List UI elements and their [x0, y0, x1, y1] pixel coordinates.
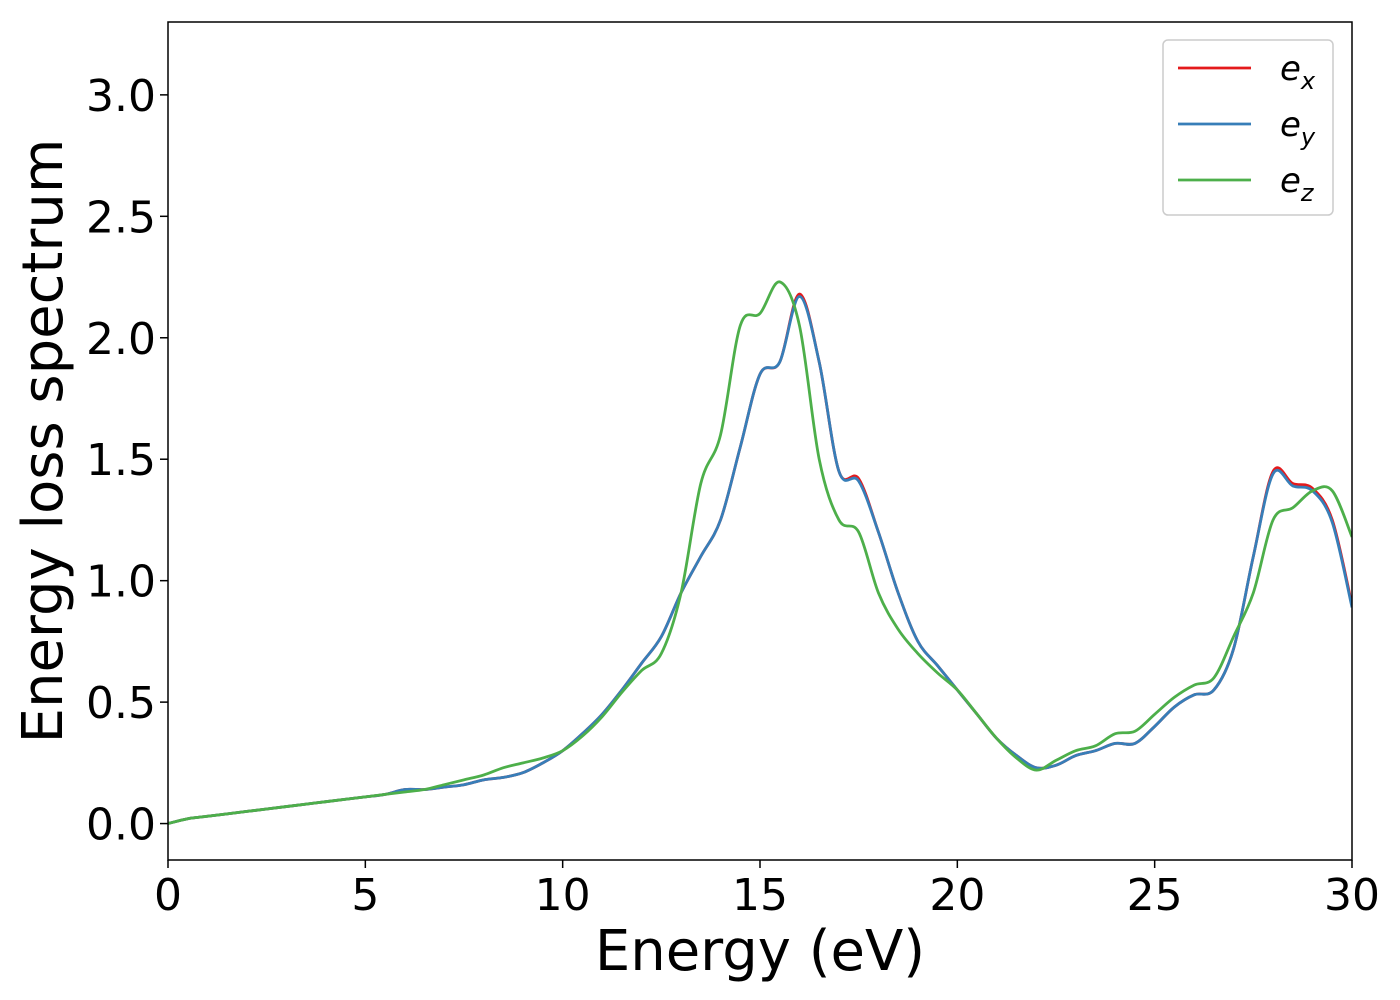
x-axis-title: Energy (eV) [595, 919, 925, 984]
y-tick-label: 0.0 [86, 800, 156, 851]
x-tick-label: 10 [535, 870, 591, 921]
series-line-e-y [168, 295, 1352, 825]
legend-label-e-y: ey [1280, 105, 1316, 151]
x-tick-label: 0 [154, 870, 182, 921]
x-tick-label: 30 [1324, 870, 1380, 921]
legend-label-base: e [1280, 49, 1301, 89]
legend-label-subscript: y [1300, 123, 1316, 151]
y-tick-label: 3.0 [86, 71, 156, 122]
series-line-e-z [168, 280, 1352, 825]
x-tick-label: 15 [732, 870, 788, 921]
x-tick-label: 25 [1127, 870, 1183, 921]
legend-label-subscript: x [1300, 67, 1316, 95]
y-tick-label: 1.0 [86, 557, 156, 608]
y-tick-label: 1.5 [86, 435, 156, 486]
ticks-layer: 0 5 10 15 20 25 30 0.0 0.5 1.0 1.5 2.0 2.5 3.0 [86, 71, 1380, 921]
legend-box [1162, 39, 1334, 216]
legend-label-subscript: z [1300, 179, 1315, 207]
legend-label-base: e [1280, 161, 1301, 201]
series-layer [168, 280, 1352, 825]
y-tick-label: 2.0 [86, 314, 156, 365]
legend-label-e-z: ez [1280, 161, 1315, 207]
legend-label-e-x: ex [1280, 49, 1316, 95]
y-tick-label: 0.5 [86, 678, 156, 729]
x-tick-label: 20 [929, 870, 985, 921]
legend-label-base: e [1280, 105, 1301, 145]
x-tick-label: 5 [351, 870, 379, 921]
y-tick-label: 2.5 [86, 192, 156, 243]
y-axis-title: Energy loss spectrum [11, 139, 76, 744]
